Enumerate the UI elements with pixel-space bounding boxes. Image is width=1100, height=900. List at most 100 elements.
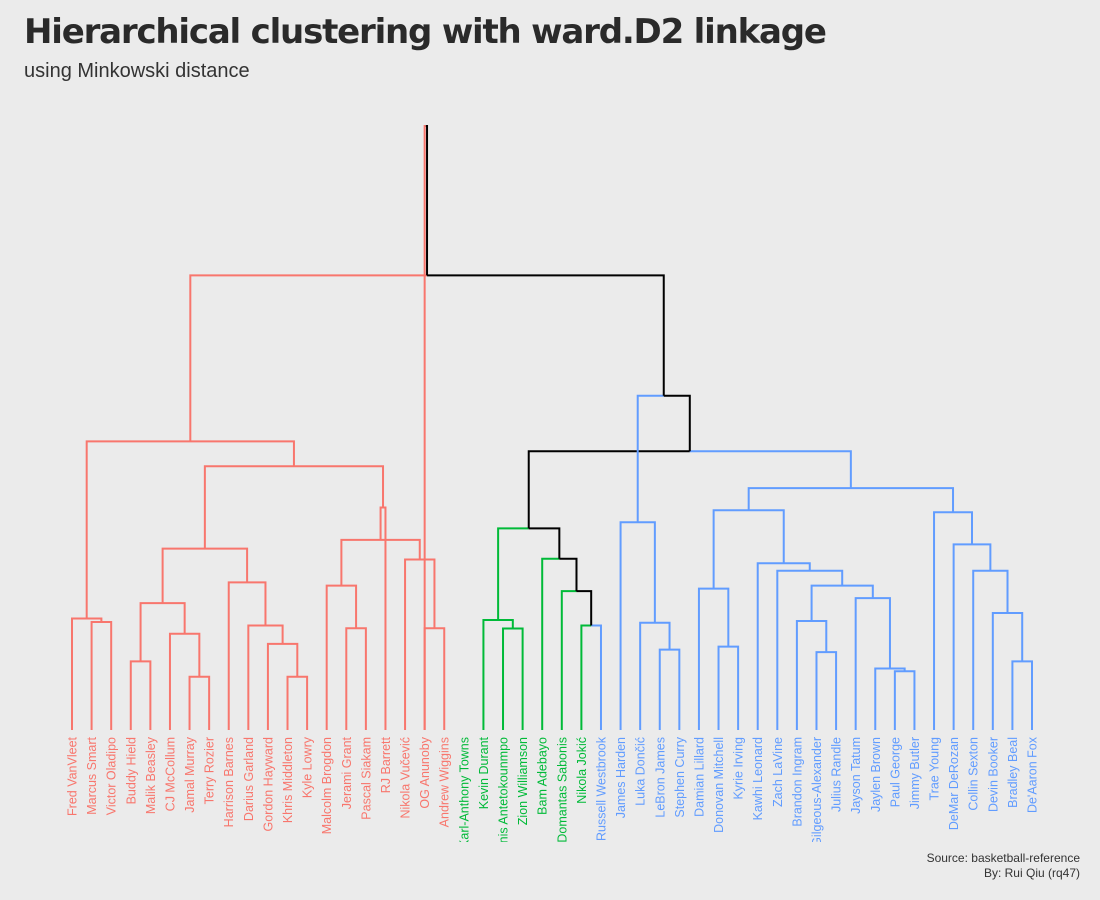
dendrogram-link [188, 675, 211, 730]
dendrogram-link [560, 590, 577, 730]
dendrogram-link [71, 617, 103, 730]
dendrogram-link [854, 597, 891, 730]
dendrogram-link [591, 624, 602, 730]
dendrogram-link [139, 602, 186, 662]
dendrogram-link [266, 642, 299, 730]
leaf-label: Pascal Siakam [359, 737, 373, 820]
leaf-label: Damian Lillard [692, 737, 706, 817]
dendrogram-link [203, 465, 385, 549]
leaf-label: CJ McCollum [163, 737, 177, 811]
dendrogram-link [658, 648, 681, 730]
dendrogram-link [161, 547, 249, 604]
dendrogram-link [325, 584, 358, 730]
dendrogram-link [636, 394, 664, 523]
leaf-label: Kevin Durant [477, 736, 491, 809]
leaf-label: Fred VanVleet [66, 736, 80, 816]
leaf-label: Zach LaVine [771, 737, 785, 807]
dendrogram-link [717, 645, 740, 730]
chart-title: Hierarchical clustering with ward.D2 lin… [24, 12, 827, 52]
dendrogram-link [528, 527, 561, 559]
leaf-label: Andrew Wiggins [438, 737, 452, 827]
dendrogram-link [85, 440, 295, 619]
dendrogram-link [379, 506, 387, 730]
dendrogram-link [497, 527, 529, 621]
dendrogram-link [874, 667, 906, 730]
dendrogram-link [893, 670, 916, 730]
leaf-label: Collin Sexton [967, 737, 981, 811]
leaf-label: Zion Williamson [516, 737, 530, 825]
dendrogram-link [1011, 660, 1033, 730]
leaf-label: Kyrie Irving [732, 737, 746, 800]
leaf-label: Trae Young [928, 737, 942, 801]
dendrogram-link [541, 557, 560, 730]
dendrogram-link [527, 450, 690, 529]
dendrogram-link [345, 627, 367, 730]
dendrogram-link [340, 538, 421, 586]
leaf-label: James Harden [614, 737, 628, 818]
dendrogram-link [991, 612, 1024, 730]
leaf-label: Jerami Grant [340, 736, 354, 809]
chart-caption: Source: basketball-reference By: Rui Qiu… [927, 851, 1080, 881]
dendrogram-link [168, 632, 201, 730]
leaf-label: Marcus Smart [85, 736, 99, 814]
leaf-label: Bam Adebayo [536, 737, 550, 815]
dendrogram-link [972, 569, 1009, 730]
caption-source: Source: basketball-reference [926, 851, 1080, 865]
leaf-label: Victor Oladipo [105, 737, 119, 815]
dendrogram-link [697, 587, 730, 730]
leaf-label: Bradley Beal [1006, 737, 1020, 808]
dendrogram-link [810, 584, 874, 621]
leaf-label: Jimmy Butler [908, 737, 922, 809]
leaf-label: Malcolm Brogdon [320, 737, 334, 834]
leaf-label: DeMar DeRozan [947, 737, 961, 830]
leaf-label: Terry Rozier [203, 737, 217, 804]
dendrogram-link [482, 619, 514, 730]
leaf-label: Gordon Hayward [261, 737, 275, 832]
leaf-label: Buddy Hield [124, 737, 138, 804]
caption-author: By: Rui Qiu (rq47) [983, 866, 1080, 880]
dendrogram-link [427, 274, 665, 396]
dendrogram-link [129, 660, 152, 730]
dendrogram-link [689, 450, 852, 489]
leaf-label: Jamal Murray [183, 736, 197, 812]
leaf-label: OG Anunoby [418, 736, 432, 808]
leaf-label: Paul George [888, 737, 902, 807]
dendrogram-link [712, 509, 785, 589]
leaf-label: Nikola Jokić [575, 737, 589, 804]
leaf-label: LeBron James [653, 737, 667, 818]
leaf-label: Nikola Vučević [399, 737, 413, 819]
dendrogram-link [247, 624, 284, 730]
dendrogram-link [747, 487, 955, 513]
dendrogram-link [90, 620, 113, 730]
leaf-label: Malik Beasley [144, 736, 158, 814]
dendrogram-link [639, 621, 671, 730]
dendrogram-link [425, 125, 429, 276]
leaf-label: Giannis Antetokounmpo [497, 737, 511, 870]
dendrogram-link [189, 274, 428, 442]
dendrogram-link [795, 619, 828, 730]
leaf-label: Kawhi Leonard [751, 737, 765, 820]
dendrogram-link [559, 557, 578, 592]
dendrogram-link [776, 569, 844, 730]
leaf-label: Karl-Anthony Towns [457, 737, 471, 848]
dendrogram-link [663, 394, 691, 452]
leaf-label: Kyle Lowry [301, 736, 315, 798]
leaf-label: Luka Dončić [634, 737, 648, 806]
leaf-label: De'Aaron Fox [1026, 736, 1040, 813]
dendrogram-link [952, 543, 992, 730]
leaf-label: Jayson Tatum [849, 737, 863, 814]
dendrogram-link [423, 627, 446, 730]
dendrogram-link [502, 627, 524, 730]
leaf-label: Khris Middleton [281, 737, 295, 823]
leaf-label: Russell Westbrook [594, 736, 608, 841]
leaf-label: Harrison Barnes [222, 737, 236, 827]
leaf-label: Brandon Ingram [790, 737, 804, 827]
leaf-label: Shai Gilgeous-Alexander [810, 737, 824, 875]
leaf-label: Julius Randle [830, 737, 844, 812]
chart-subtitle: using Minkowski distance [24, 60, 250, 82]
dendrogram-link [619, 521, 656, 730]
leaf-label: Jaylen Brown [869, 737, 883, 812]
leaf-labels: Fred VanVleet Marcus Smart Victor Oladipo B… [66, 736, 1040, 875]
leaf-label: RJ Barrett [379, 736, 393, 793]
